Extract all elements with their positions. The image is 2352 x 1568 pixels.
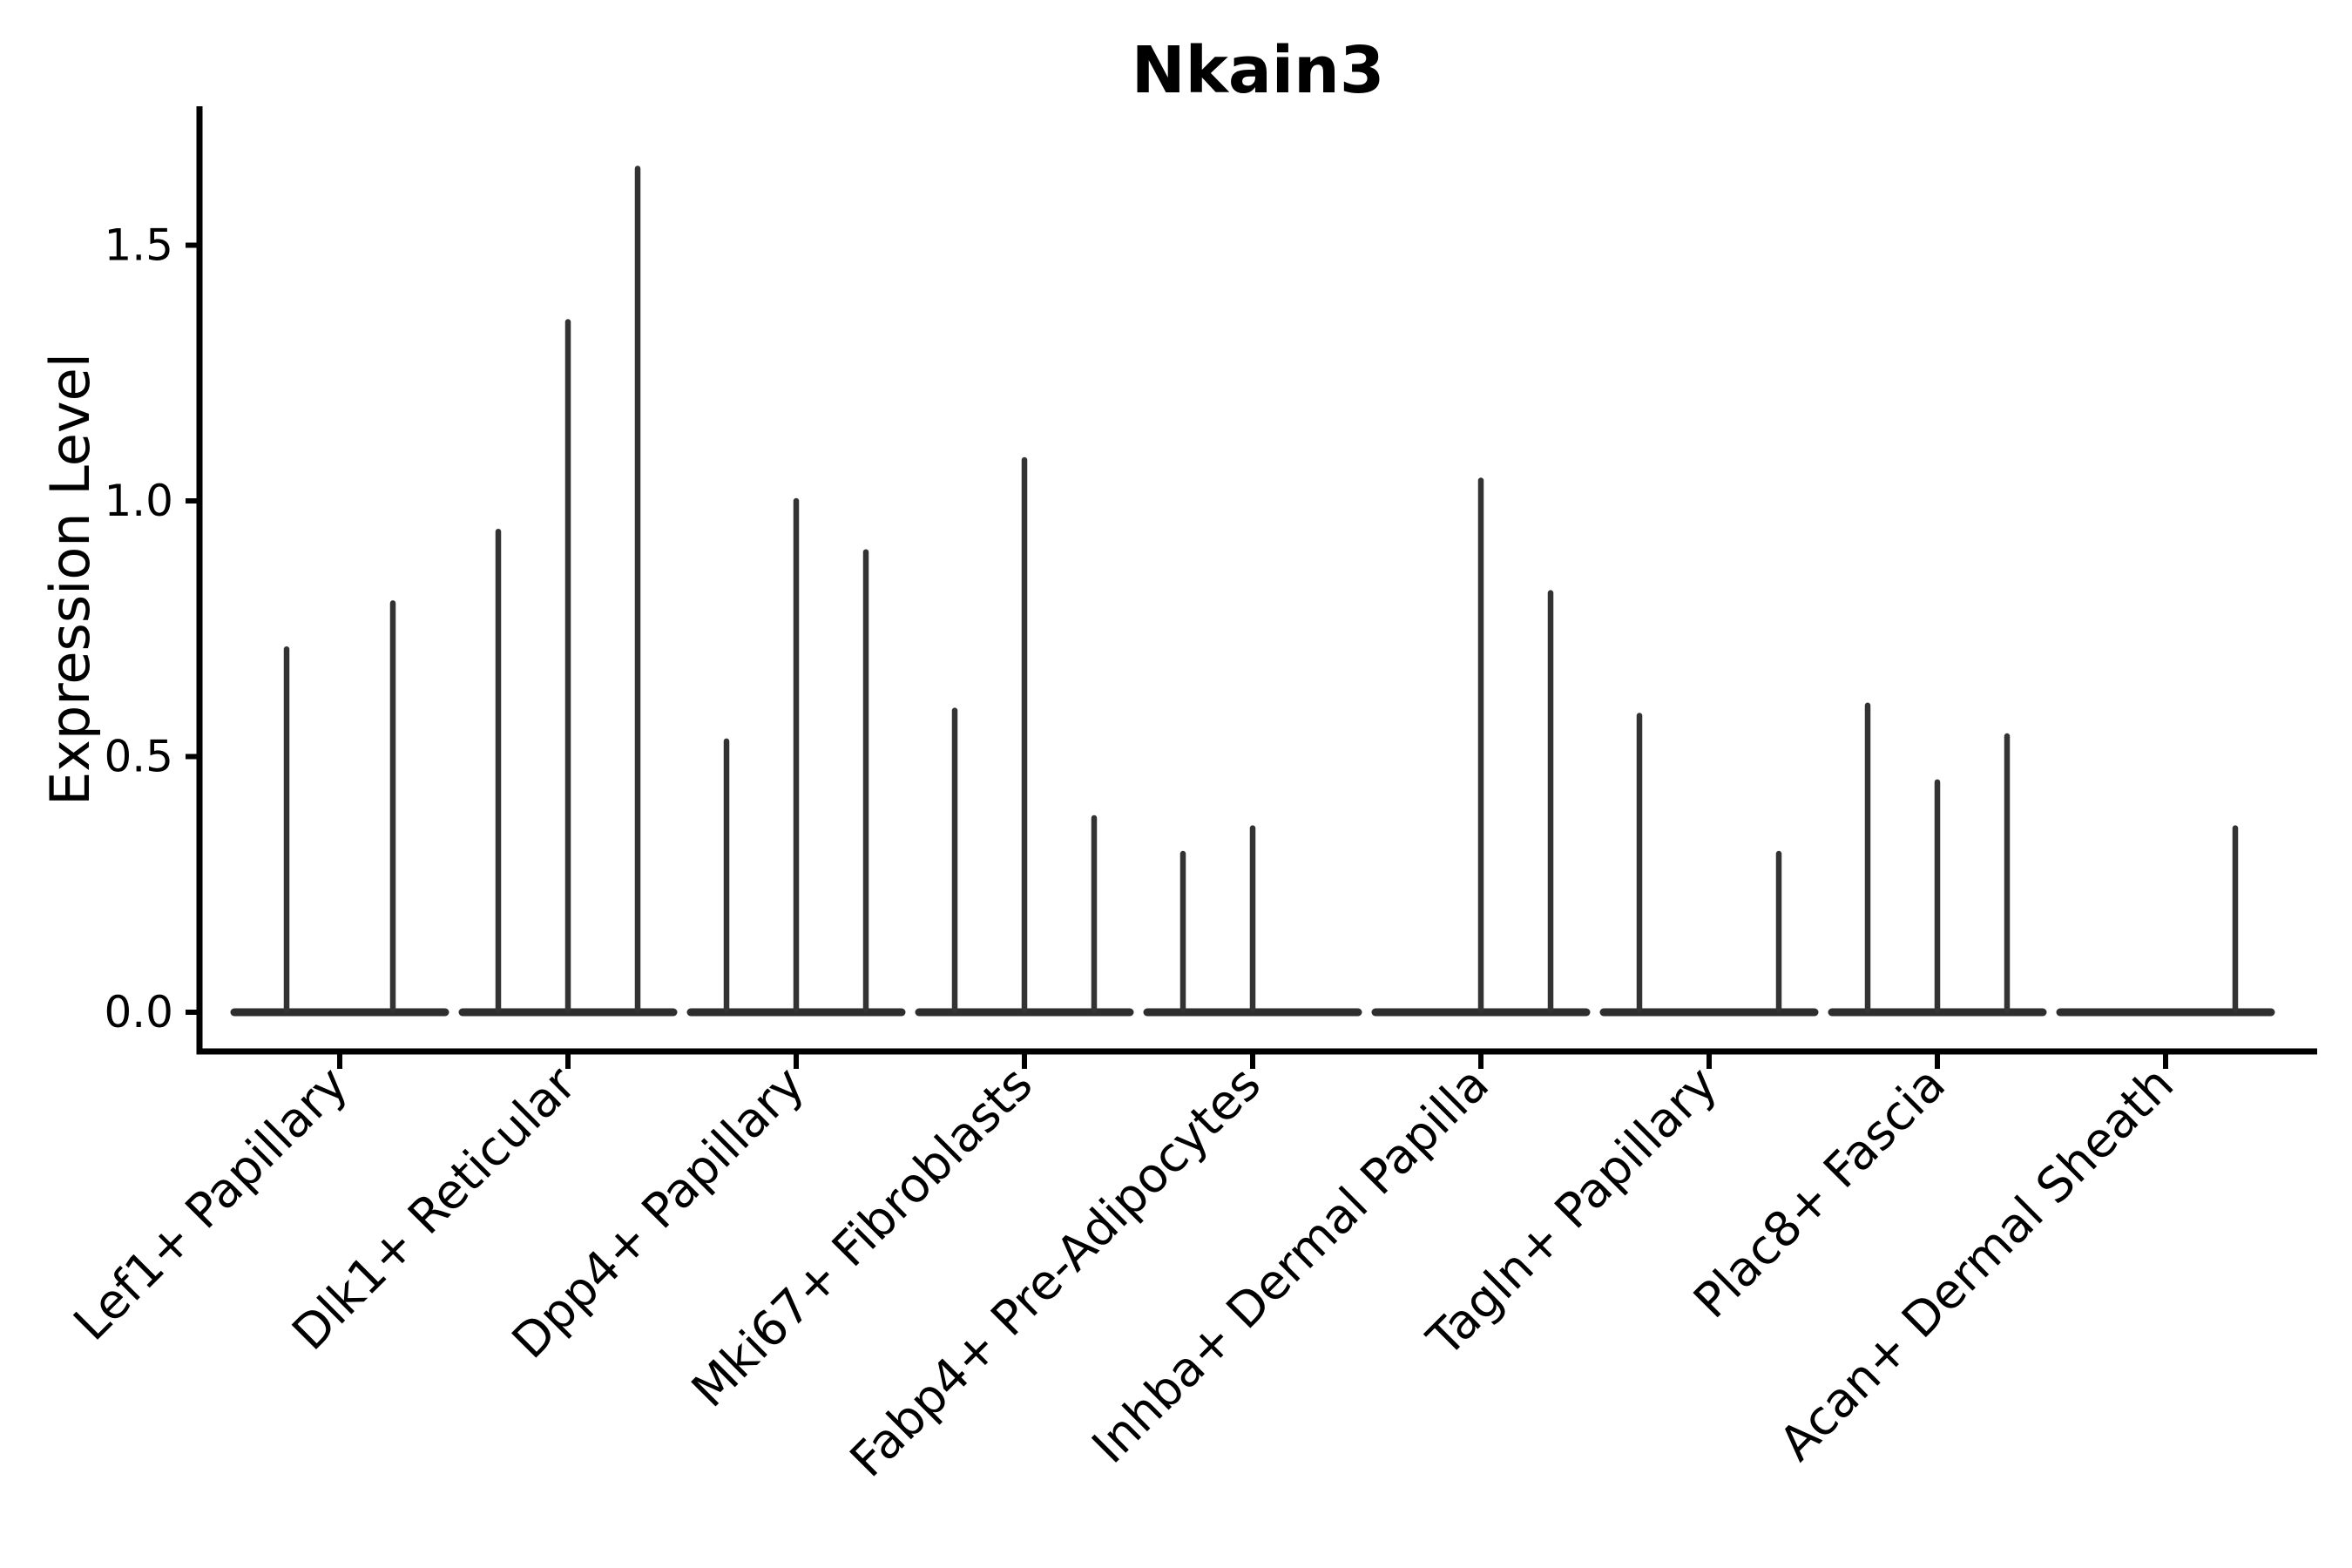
chart-title: Nkain3 (1132, 33, 1385, 108)
x-tick-label: Acan+ Dermal Sheath (1768, 1056, 2184, 1471)
violin-group (915, 456, 1134, 1017)
violin-group (1143, 825, 1362, 1017)
violin-group (230, 600, 449, 1017)
violin-group (2056, 825, 2275, 1017)
x-tick-label: Inhba+ Dermal Papilla (1081, 1056, 1499, 1474)
violin-group (1599, 713, 1819, 1017)
y-axis-label: Expression Level (38, 353, 102, 806)
y-tick-label: 0.5 (104, 732, 173, 782)
x-tick-label: Fabp4+ Pre-Adipocytes (839, 1056, 1271, 1488)
violin-group (1371, 477, 1591, 1017)
violin-group (686, 497, 906, 1017)
y-tick-label: 1.0 (104, 476, 173, 526)
y-tick-label: 1.5 (104, 220, 173, 271)
violin-group (458, 166, 678, 1017)
violin-group (1828, 702, 2047, 1017)
y-tick-label: 0.0 (104, 987, 173, 1037)
violins-layer (230, 166, 2275, 1017)
